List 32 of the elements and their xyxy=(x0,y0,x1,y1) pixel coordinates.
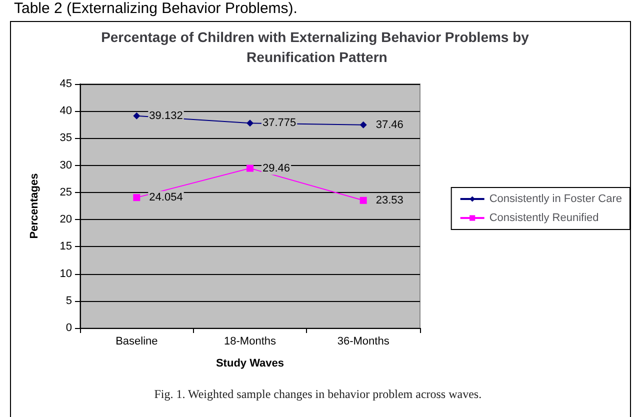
legend-label: Consistently Reunified xyxy=(489,212,599,224)
y-tick-label: 10 xyxy=(60,268,72,280)
y-tick-label: 40 xyxy=(60,105,72,118)
point xyxy=(246,120,254,127)
point xyxy=(246,164,254,172)
data-label: 24.054 xyxy=(149,192,183,204)
data-label: 37.775 xyxy=(262,117,296,130)
y-tick-label: 45 xyxy=(60,78,72,90)
x-axis-title: Study Waves xyxy=(216,358,284,370)
point xyxy=(360,121,367,128)
x-tick-label: 36-Months xyxy=(337,336,390,348)
y-tick-label: 15 xyxy=(60,240,72,253)
chart-title: Percentage of Children with Externalizing Behavior Problems by Reunification Pattern xyxy=(101,29,530,65)
x-tick-label: Baseline xyxy=(116,336,158,348)
data-label: 23.53 xyxy=(376,194,404,206)
y-tick-label: 35 xyxy=(60,132,72,144)
caption: Fig. 1. Weighted sample changes in behavior problem across waves. xyxy=(154,387,482,401)
y-tick-label: 20 xyxy=(60,214,72,226)
point xyxy=(133,194,140,202)
y-tick-label: 5 xyxy=(66,294,72,307)
y-tick-label: 0 xyxy=(66,322,72,334)
data-label: 39.132 xyxy=(149,110,183,122)
y-tick-label: 25 xyxy=(60,186,72,198)
y-axis-title: Percentages xyxy=(28,173,40,239)
legend-label: Consistently in Foster Care xyxy=(489,193,622,205)
y-tick-label: 30 xyxy=(60,159,72,172)
x-tick-label: 18-Months xyxy=(224,336,276,348)
point xyxy=(360,196,367,204)
point xyxy=(133,112,140,120)
data-label: 37.46 xyxy=(376,118,404,131)
data-label: 29.46 xyxy=(262,162,290,174)
caption: Table 2 (Externalizing Behavior Problems). xyxy=(14,0,298,17)
